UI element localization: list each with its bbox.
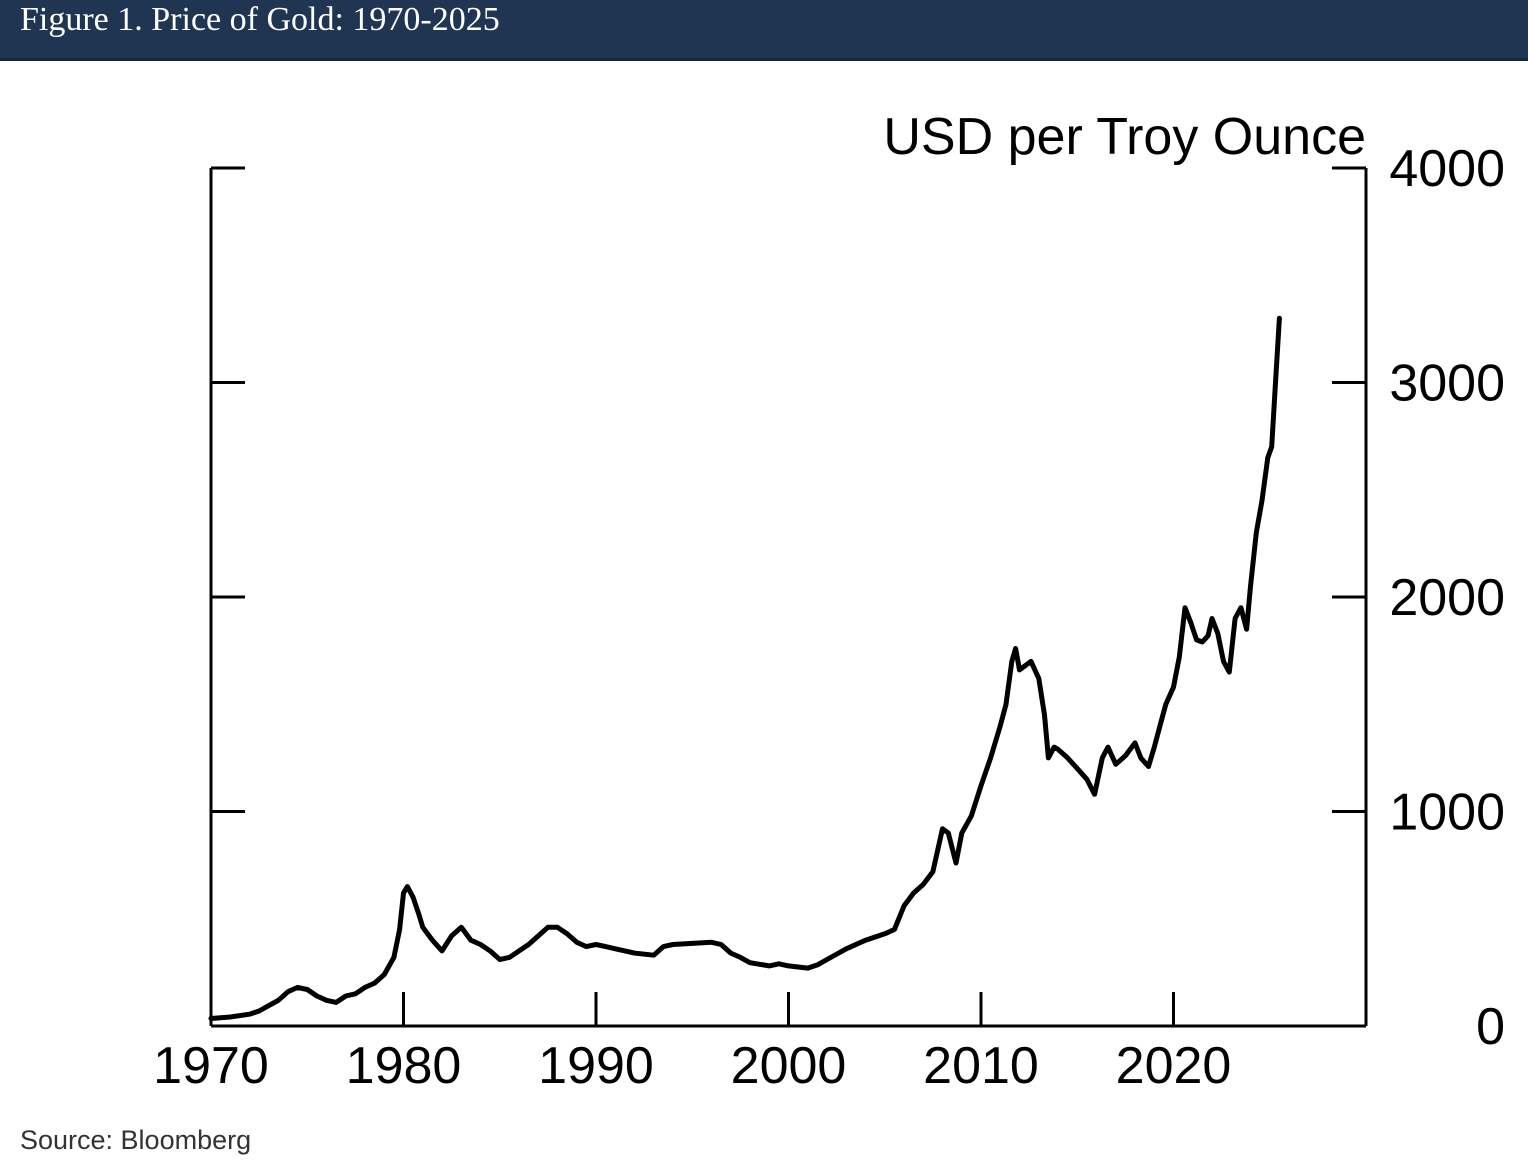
figure-title: Figure 1. Price of Gold: 1970-2025 <box>20 1 500 38</box>
y-tick-label: 2000 <box>1389 569 1505 627</box>
x-tick-label: 1970 <box>153 1037 269 1095</box>
gold-price-chart: 0 1000 2000 3000 4000 1970 1980 1990 2000 2010 202… <box>153 108 1505 1095</box>
chart-ticks <box>211 381 1366 1026</box>
chart-axes <box>209 166 1368 1028</box>
figure-header: Figure 1. Price of Gold: 1970-2025 <box>0 0 1528 61</box>
chart-tick-labels: 0 1000 2000 3000 4000 1970 1980 1990 2000 2010 202… <box>153 140 1505 1095</box>
x-tick-label: 2000 <box>731 1037 847 1095</box>
y-tick-label: 4000 <box>1389 140 1505 198</box>
source-note: Source: Bloomberg <box>20 1125 252 1155</box>
x-tick-label: 2010 <box>923 1037 1039 1095</box>
y-tick-label: 3000 <box>1389 355 1505 413</box>
gold-price-line <box>208 315 1282 1021</box>
y-axis-label: USD per Troy Ounce <box>883 108 1366 166</box>
y-tick-label: 0 <box>1476 998 1505 1056</box>
x-tick-label: 1980 <box>346 1037 462 1095</box>
x-tick-label: 1990 <box>538 1037 654 1095</box>
x-tick-label: 2020 <box>1116 1037 1232 1095</box>
y-tick-label: 1000 <box>1389 784 1505 842</box>
